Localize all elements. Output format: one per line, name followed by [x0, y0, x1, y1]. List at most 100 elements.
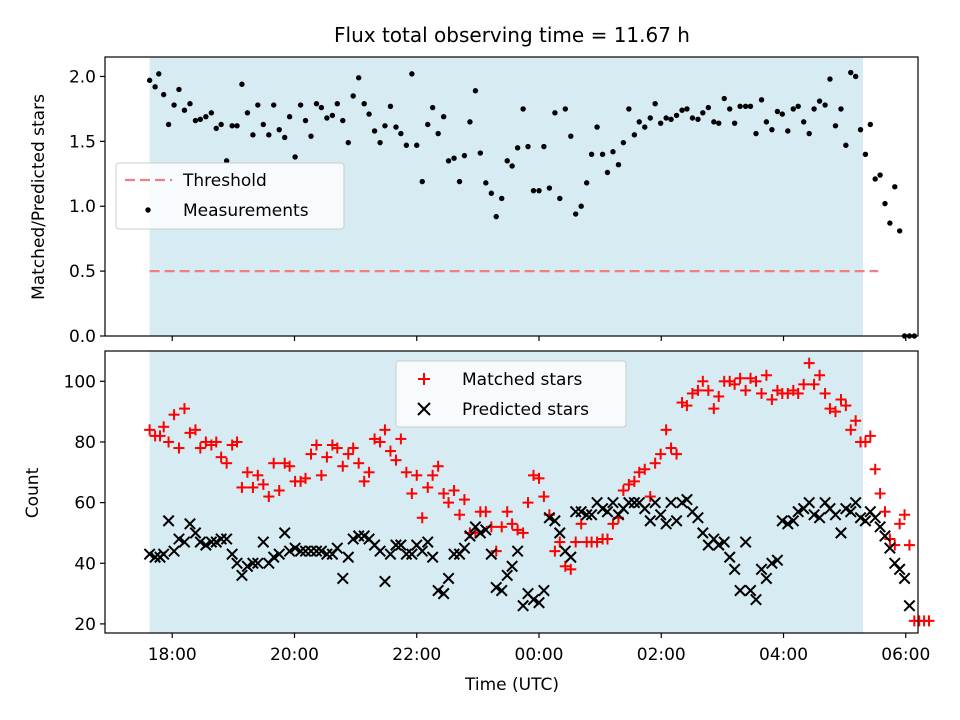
- measurement-point: [239, 81, 245, 87]
- matched-star-point: [549, 545, 561, 557]
- matched-star-point: [454, 509, 466, 521]
- matched-star-point: [803, 357, 815, 369]
- predicted-star-point: [670, 514, 683, 527]
- predicted-star-point: [903, 599, 916, 612]
- measurement-point: [282, 134, 288, 141]
- chart-title: Flux total observing time = 11.67 h: [334, 23, 690, 47]
- measurement-point: [848, 69, 854, 76]
- measurement-point: [892, 184, 898, 190]
- measurement-point: [753, 130, 759, 137]
- predicted-star-point: [421, 536, 434, 548]
- matched-star-point: [528, 469, 540, 481]
- predicted-star-point: [241, 560, 254, 573]
- matched-star-point: [480, 506, 492, 518]
- measurement-point: [652, 101, 658, 107]
- predicted-star-point: [173, 533, 185, 545]
- predicted-star-point: [681, 493, 693, 506]
- measurement-point: [313, 101, 320, 107]
- predicted-star-point: [781, 517, 794, 530]
- legend-matched-swatch: [418, 373, 430, 385]
- bottom-x-ticks: 18:00 20:00 22:00 00:00 02:00 04:00 06:00: [148, 633, 930, 665]
- matched-star-point: [850, 415, 862, 427]
- predicted-star-point: [511, 545, 524, 558]
- predicted-star-point: [744, 584, 757, 597]
- measurement-point: [350, 93, 356, 99]
- predicted-star-point: [490, 581, 503, 594]
- predicted-star-point: [442, 572, 455, 585]
- matched-star-point: [734, 372, 746, 384]
- matched-star-point: [200, 436, 212, 448]
- predicted-star-point: [184, 517, 196, 530]
- measurement-point: [790, 106, 796, 112]
- predicted-star-point: [765, 557, 778, 570]
- x-axis-label: Time (UTC): [464, 675, 559, 695]
- predicted-star-point: [792, 505, 805, 518]
- predicted-star-point: [665, 496, 677, 509]
- predicted-star-point: [575, 505, 588, 518]
- measurement-point: [213, 125, 219, 132]
- predicted-star-point: [205, 536, 218, 548]
- predicted-star-point: [622, 496, 635, 509]
- predicted-star-point: [347, 533, 360, 545]
- measurement-point: [260, 121, 267, 128]
- matched-star-point: [311, 439, 323, 451]
- measurement-point: [769, 126, 775, 133]
- measurement-point: [568, 133, 574, 139]
- predicted-star-point: [157, 548, 170, 561]
- predicted-star-point: [776, 514, 789, 527]
- measurement-point: [435, 130, 441, 137]
- x-tick-label: 06:00: [881, 645, 930, 665]
- measurement-point: [679, 107, 685, 113]
- predicted-star-point: [405, 548, 418, 561]
- measurement-point: [302, 117, 309, 124]
- measurement-point: [355, 75, 362, 81]
- matched-star-point: [702, 384, 714, 396]
- measurement-point: [852, 73, 859, 80]
- predicted-star-point: [628, 496, 641, 509]
- matched-star-point: [496, 521, 508, 533]
- matched-star-point: [231, 436, 243, 448]
- measurement-point: [647, 115, 653, 121]
- matched-star-point: [665, 442, 677, 454]
- predicted-star-point: [501, 569, 514, 582]
- measurement-point: [594, 124, 600, 130]
- matched-star-point: [194, 442, 206, 454]
- measurement-point: [795, 103, 801, 110]
- matched-star-point: [750, 375, 762, 387]
- matched-star-point: [756, 387, 768, 399]
- matched-star-point: [565, 563, 577, 575]
- measurement-point: [445, 158, 452, 164]
- measurement-point: [297, 102, 304, 108]
- matched-star-point: [458, 494, 470, 506]
- matched-star-point: [729, 378, 741, 390]
- predicted-star-point: [712, 539, 725, 551]
- top-x-ticks: [171, 336, 907, 341]
- matched-star-point: [655, 448, 667, 460]
- matched-star-point: [864, 430, 876, 442]
- matched-star-point: [263, 491, 275, 503]
- measurement-point: [318, 104, 325, 111]
- predicted-star-point: [390, 539, 402, 551]
- matched-star-point: [400, 466, 412, 478]
- matched-star-point: [814, 369, 826, 381]
- measurement-point: [546, 185, 553, 191]
- measurement-point: [631, 132, 638, 138]
- measurement-point: [721, 95, 727, 102]
- measurement-point: [896, 228, 903, 234]
- predicted-star-point: [168, 545, 180, 558]
- measurement-point: [403, 142, 410, 148]
- measurement-point: [467, 119, 473, 125]
- predicted-star-point: [692, 511, 704, 524]
- predicted-star-point: [844, 505, 857, 518]
- legend-measurements-swatch: [145, 207, 151, 213]
- matched-star-point: [533, 472, 545, 484]
- predicted-star-point: [644, 514, 657, 527]
- predicted-star-point: [416, 545, 429, 558]
- predicted-star-point: [342, 551, 355, 564]
- measurement-point: [610, 149, 616, 155]
- predicted-star-point: [808, 508, 820, 521]
- measurement-point: [361, 101, 367, 107]
- predicted-star-point: [813, 511, 826, 524]
- predicted-star-point: [607, 496, 619, 509]
- measurement-point: [398, 130, 404, 137]
